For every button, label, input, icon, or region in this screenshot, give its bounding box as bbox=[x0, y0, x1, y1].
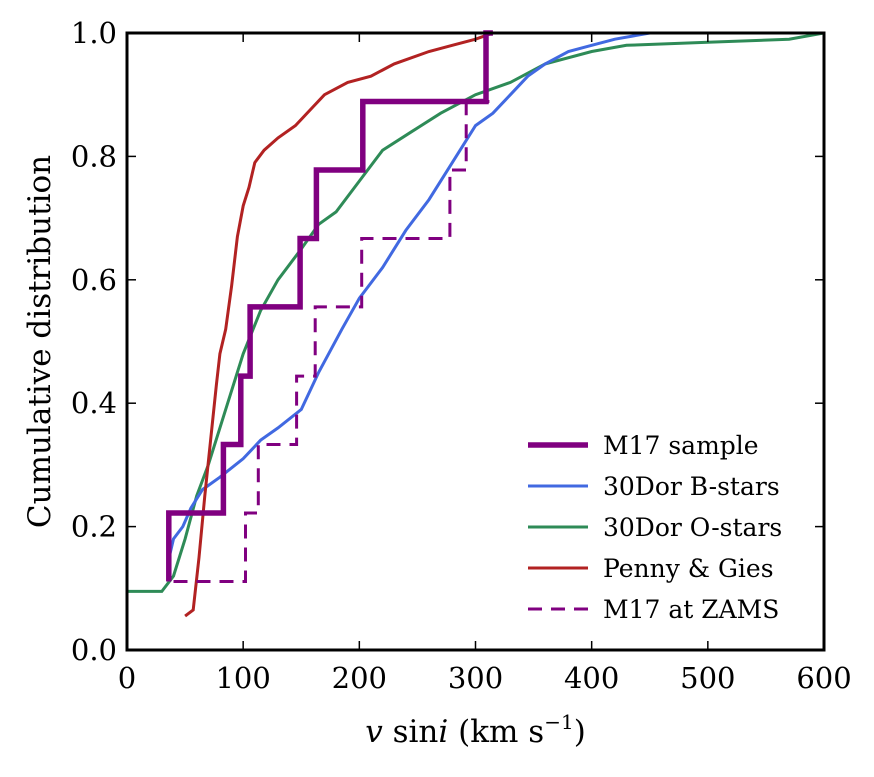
legend-label: M17 at ZAMS bbox=[603, 595, 779, 624]
x-tick-label: 500 bbox=[680, 661, 735, 695]
y-tick-label: 0.2 bbox=[71, 510, 117, 544]
legend-label: 30Dor O-stars bbox=[603, 513, 782, 542]
x-label-func-sin: sin bbox=[383, 714, 439, 750]
x-tick-label: 200 bbox=[332, 661, 387, 695]
x-label-exponent: −1 bbox=[544, 710, 573, 734]
series-line-30dor-b-stars bbox=[166, 31, 651, 564]
y-tick-label: 0.8 bbox=[71, 139, 117, 173]
x-label-close: ) bbox=[574, 714, 586, 750]
x-label-units: (km s bbox=[448, 714, 544, 750]
series-layer bbox=[127, 30, 824, 618]
legend-label: M17 sample bbox=[603, 431, 759, 460]
x-axis-label: v sini (km s−1) bbox=[365, 710, 586, 750]
legend: M17 sample 30Dor B-stars 30Dor O-stars Penn… bbox=[528, 431, 782, 624]
series-line-penny-gies bbox=[184, 31, 494, 618]
x-label-var-v: v bbox=[365, 714, 383, 750]
series-line-30dor-o-stars bbox=[127, 31, 824, 593]
x-label-var-i: i bbox=[438, 714, 448, 750]
y-axis-label: Cumulative distribution bbox=[22, 155, 58, 528]
legend-label: 30Dor B-stars bbox=[603, 472, 780, 501]
x-tick-label: 100 bbox=[215, 661, 270, 695]
y-tick-label: 0.0 bbox=[71, 633, 117, 667]
series-line-m17-at-zams bbox=[173, 100, 490, 583]
ticks-layer: 0 100 200 300 400 500 600 0.0 0.2 0.4 0.6 0.8 1.0 bbox=[71, 16, 852, 695]
legend-label: Penny & Gies bbox=[603, 554, 774, 583]
x-tick-label: 400 bbox=[564, 661, 619, 695]
x-tick-label: 300 bbox=[448, 661, 503, 695]
y-tick-label: 0.4 bbox=[71, 386, 117, 420]
x-tick-label: 0 bbox=[118, 661, 136, 695]
series-line-m17-sample bbox=[166, 30, 493, 582]
y-tick-label: 0.6 bbox=[71, 263, 117, 297]
y-tick-label: 1.0 bbox=[71, 16, 117, 50]
x-tick-label: 600 bbox=[796, 661, 851, 695]
